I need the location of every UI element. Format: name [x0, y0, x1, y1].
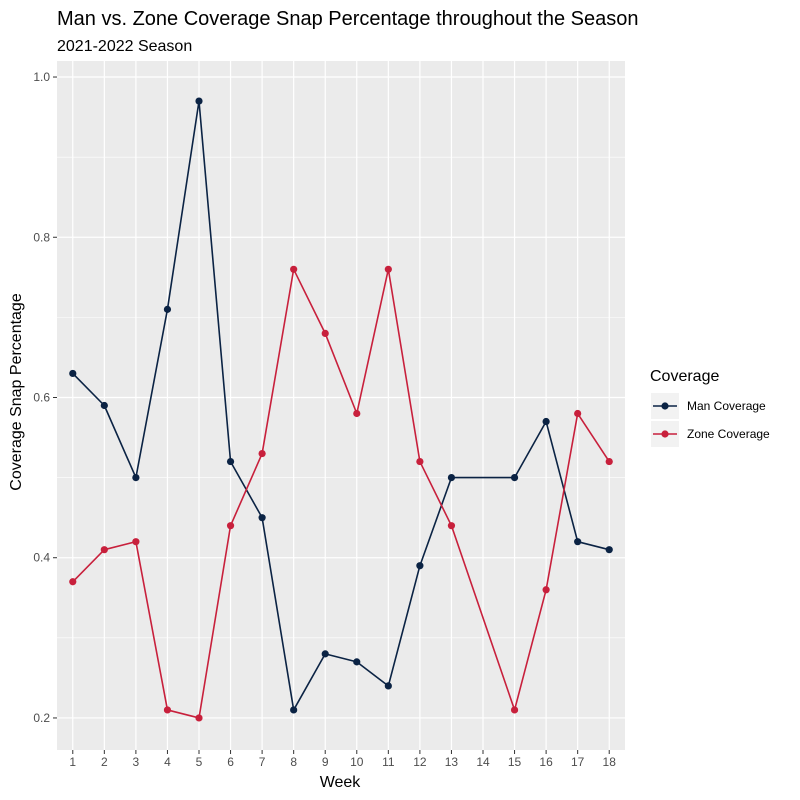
data-point-man-coverage: [542, 417, 550, 426]
legend-label: Zone Coverage: [687, 427, 770, 441]
data-point-zone-coverage: [290, 265, 298, 273]
data-point-zone-coverage: [163, 706, 172, 714]
data-point-zone-coverage: [132, 538, 140, 546]
x-tick-label: 13: [445, 755, 459, 769]
y-tick-label: 0.6: [33, 390, 50, 404]
data-point-man-coverage: [384, 682, 392, 690]
data-point-zone-coverage: [69, 578, 77, 586]
data-point-man-coverage: [195, 97, 203, 105]
x-axis: 1 2 3 4 5 6 7 8 9 10 11 12 13 14 15 16 17 18: [69, 750, 616, 769]
x-tick-label: 15: [508, 755, 522, 769]
data-point-zone-coverage: [384, 265, 392, 273]
x-tick-label: 6: [227, 755, 234, 769]
x-tick-label: 7: [259, 755, 266, 769]
data-point-man-coverage: [510, 474, 519, 482]
data-point-man-coverage: [321, 650, 329, 658]
x-tick-label: 8: [290, 755, 297, 769]
legend-key-point: [661, 402, 669, 410]
data-point-man-coverage: [447, 474, 456, 482]
x-tick-label: 11: [382, 755, 395, 769]
data-point-zone-coverage: [416, 457, 424, 466]
data-point-zone-coverage: [195, 714, 203, 722]
data-point-zone-coverage: [447, 522, 456, 530]
x-tick-label: 4: [164, 755, 171, 769]
y-axis-title: Coverage Snap Percentage: [8, 293, 25, 491]
y-tick-label: 1.0: [33, 70, 50, 84]
x-tick-label: 10: [350, 755, 364, 769]
data-point-man-coverage: [226, 457, 235, 466]
series-layer: [69, 97, 613, 722]
y-tick-label: 0.2: [33, 711, 50, 725]
legend-item-man-coverage: Man Coverage: [651, 393, 766, 419]
grid-minor: [57, 156, 625, 639]
x-tick-label: 17: [571, 755, 585, 769]
data-point-man-coverage: [353, 658, 361, 666]
x-tick-label: 1: [69, 755, 76, 769]
series-man-coverage: [69, 97, 613, 714]
y-tick-label: 0.4: [33, 551, 50, 565]
x-tick-label: 9: [322, 755, 329, 769]
data-point-man-coverage: [416, 562, 424, 570]
data-point-man-coverage: [258, 514, 266, 522]
x-tick-label: 16: [539, 755, 553, 769]
data-point-zone-coverage: [605, 457, 613, 466]
data-point-zone-coverage: [353, 409, 361, 418]
data-point-man-coverage: [163, 305, 172, 313]
x-tick-label: 5: [196, 755, 203, 769]
x-tick-label: 2: [101, 755, 108, 769]
legend-item-zone-coverage: Zone Coverage: [651, 421, 770, 447]
data-point-man-coverage: [290, 706, 298, 714]
x-tick-label: 12: [413, 755, 427, 769]
data-point-man-coverage: [132, 474, 140, 482]
data-point-zone-coverage: [100, 546, 108, 554]
chart-subtitle: 2021-2022 Season: [57, 38, 192, 55]
x-tick-label: 14: [476, 755, 490, 769]
data-point-zone-coverage: [258, 449, 266, 458]
y-tick-label: 0.8: [33, 230, 50, 244]
y-axis: 0.2 0.4 0.6 0.8 1.0: [33, 70, 57, 725]
data-point-zone-coverage: [226, 522, 235, 530]
plot-panel: [57, 61, 625, 750]
legend-title: Coverage: [650, 368, 719, 385]
data-point-man-coverage: [574, 538, 582, 546]
legend-label: Man Coverage: [687, 399, 766, 413]
legend: Coverage Man Coverage Zone Coverage: [650, 368, 770, 447]
data-point-zone-coverage: [574, 409, 582, 418]
x-axis-title: Week: [320, 774, 362, 791]
data-point-zone-coverage: [321, 329, 329, 337]
legend-key-point: [661, 430, 669, 438]
grid-major: [57, 61, 625, 750]
data-point-man-coverage: [69, 369, 77, 378]
chart-title: Man vs. Zone Coverage Snap Percentage th…: [57, 8, 639, 30]
series-zone-coverage: [69, 265, 613, 722]
data-point-man-coverage: [605, 546, 613, 554]
x-tick-label: 3: [133, 755, 140, 769]
x-tick-label: 18: [603, 755, 617, 769]
data-point-man-coverage: [100, 401, 108, 410]
data-point-zone-coverage: [510, 706, 519, 714]
data-point-zone-coverage: [542, 586, 550, 594]
